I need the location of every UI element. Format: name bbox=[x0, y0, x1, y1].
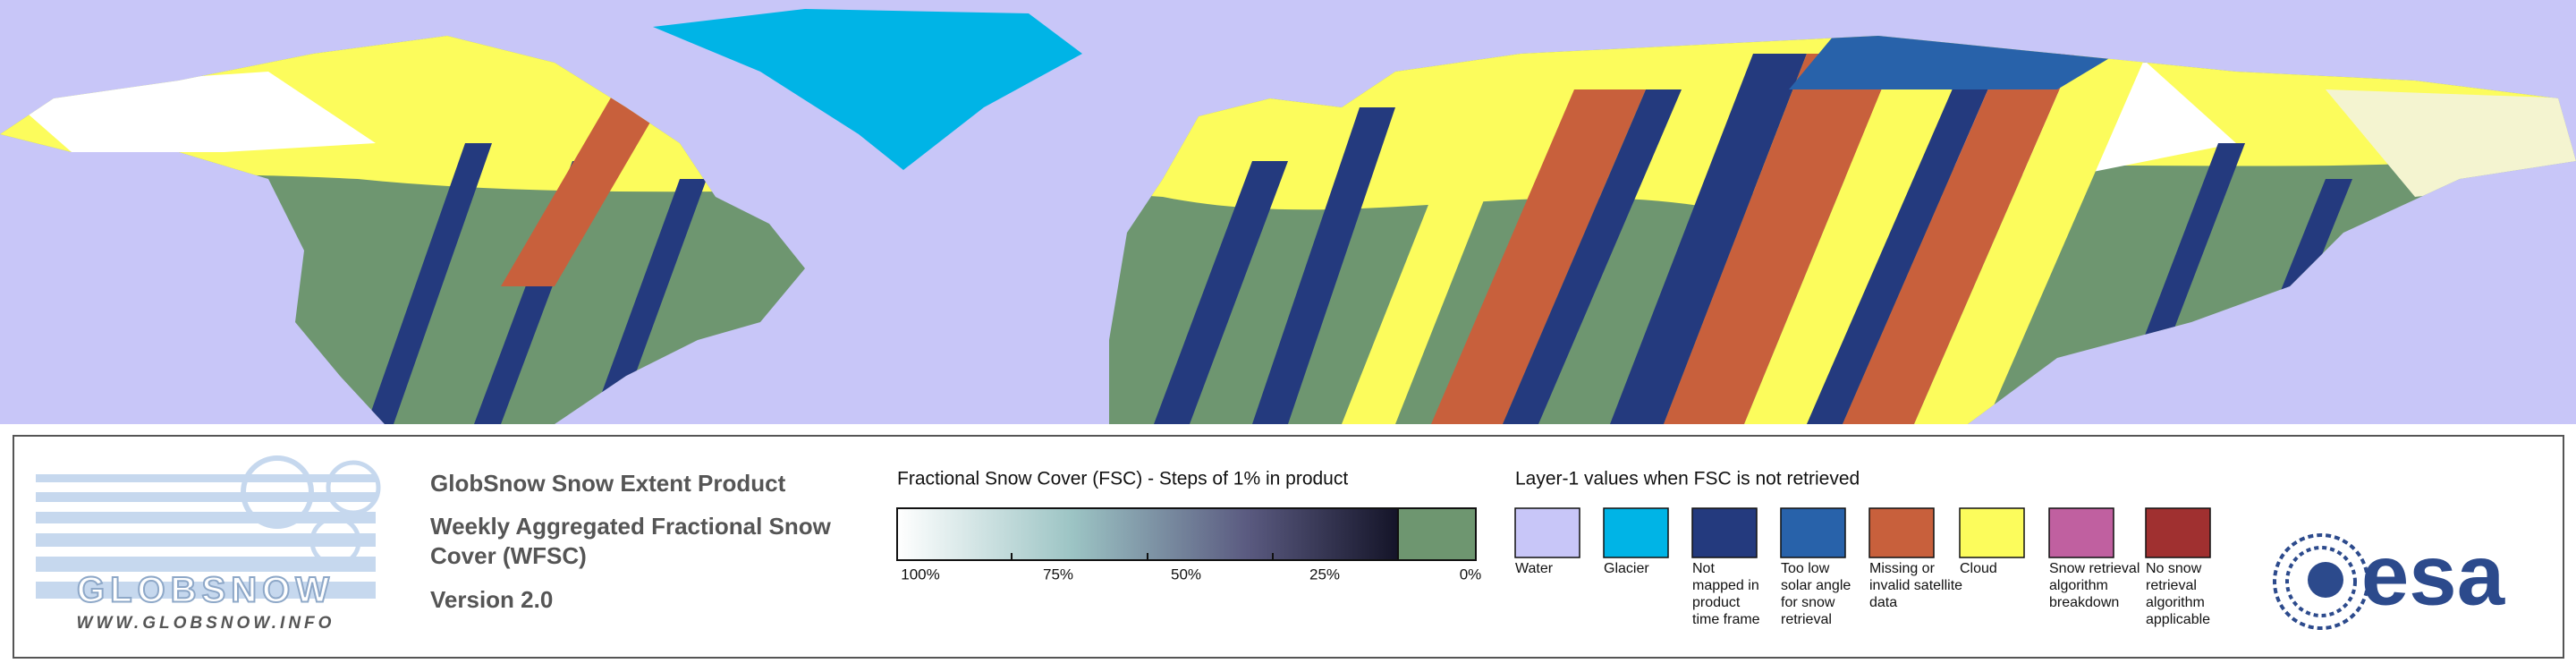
fsc-zero-swatch bbox=[1397, 507, 1477, 561]
layer1-label: algorithm bbox=[2146, 595, 2205, 610]
layer1-label: Cloud bbox=[1960, 561, 1997, 576]
layer1-label: mapped in bbox=[1692, 578, 1759, 593]
layer1-label: Snow retrieval bbox=[2049, 561, 2140, 576]
esa-logo: esa bbox=[2273, 527, 2505, 630]
layer1-label: Too low bbox=[1781, 561, 1830, 576]
layer1-label: for snow bbox=[1781, 595, 1835, 610]
logo-name: GLOBSNOW bbox=[77, 571, 335, 610]
layer1-label: breakdown bbox=[2049, 595, 2119, 610]
layer1-swatch bbox=[1691, 507, 1758, 558]
fsc-gradient bbox=[896, 507, 1399, 561]
product-subtitle: Cover (WFSC) bbox=[430, 542, 587, 569]
globsnow-logo: GLOBSNOW WWW.GLOBSNOW.INFO bbox=[36, 455, 381, 633]
layer1-label: Water bbox=[1515, 561, 1554, 576]
layer1-swatch bbox=[1514, 507, 1580, 558]
fsc-tick-label: 0% bbox=[1460, 566, 1482, 583]
product-title: GlobSnow Snow Extent Product bbox=[430, 470, 786, 497]
product-subtitle: Weekly Aggregated Fractional Snow bbox=[430, 513, 832, 540]
layer1-label: algorithm bbox=[2049, 578, 2108, 593]
layer1-label: Missing or bbox=[1869, 561, 1936, 576]
esa-name: esa bbox=[2361, 527, 2505, 623]
layer1-label: invalid satellite bbox=[1869, 578, 1962, 593]
layer1-label: data bbox=[1869, 595, 1897, 610]
layer1-label: time frame bbox=[1692, 612, 1760, 627]
layer1-title: Layer-1 values when FSC is not retrieved bbox=[1515, 469, 1860, 489]
layer1-label: retrieval bbox=[2146, 578, 2197, 593]
layer1-swatch bbox=[1780, 507, 1846, 558]
fsc-tick-label: 50% bbox=[1171, 566, 1201, 583]
layer1-legend: Water Glacier Not mapped in product time fram… bbox=[1514, 507, 2211, 627]
fsc-title: Fractional Snow Cover (FSC) - Steps of 1… bbox=[897, 469, 1348, 489]
fsc-tick-label: 25% bbox=[1309, 566, 1340, 583]
layer1-label: Glacier bbox=[1604, 561, 1649, 576]
fsc-tick-label: 100% bbox=[901, 566, 939, 583]
layer1-swatch bbox=[1959, 507, 2025, 558]
logo-url: WWW.GLOBSNOW.INFO bbox=[77, 614, 335, 633]
layer1-swatch bbox=[2145, 507, 2211, 558]
layer1-swatch bbox=[1868, 507, 1935, 558]
layer1-label: No snow bbox=[2146, 561, 2202, 576]
satellite-stripes bbox=[367, 36, 2352, 424]
map-greenland bbox=[653, 9, 1082, 170]
fsc-tick-label: 75% bbox=[1043, 566, 1073, 583]
product-version: Version 2.0 bbox=[430, 586, 553, 613]
layer1-label: Not bbox=[1692, 561, 1715, 576]
map-land bbox=[0, 36, 2576, 424]
layer1-label: solar angle bbox=[1781, 578, 1851, 593]
fsc-ticks: 100% 75% 50% 25% 0% bbox=[896, 553, 1482, 583]
layer1-label: applicable bbox=[2146, 612, 2210, 627]
layer1-label: product bbox=[1692, 595, 1741, 610]
layer1-label: retrieval bbox=[1781, 612, 1832, 627]
layer1-swatch bbox=[1603, 507, 1669, 558]
layer1-swatch bbox=[2048, 507, 2114, 558]
